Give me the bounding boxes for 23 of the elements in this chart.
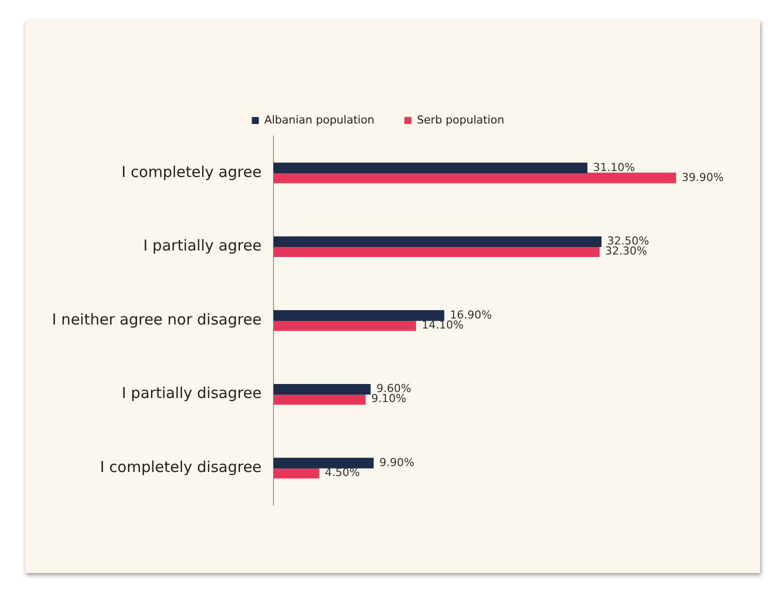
bar	[274, 162, 588, 174]
data-label: 31.10%	[593, 160, 636, 174]
y-tick-label: I partially disagree	[122, 384, 262, 402]
legend-label: Albanian population	[264, 113, 374, 126]
bar	[274, 384, 371, 395]
bar	[274, 246, 600, 258]
data-label: 9.90%	[379, 456, 414, 469]
y-tick-label: I completely agree	[121, 162, 262, 181]
data-label: 9.10%	[371, 392, 406, 406]
y-tick-label: I completely disagree	[100, 458, 262, 476]
bar	[274, 172, 676, 184]
data-label: 32.30%	[605, 244, 648, 258]
data-label: 39.90%	[682, 170, 724, 184]
bar	[274, 458, 374, 468]
y-tick-label: I partially agree	[143, 236, 262, 255]
bar	[274, 468, 320, 478]
data-label: 4.50%	[324, 466, 360, 479]
y-tick-label: I neither agree nor disagree	[52, 310, 262, 328]
bar	[274, 310, 444, 321]
legend-label: Serb population	[416, 113, 504, 126]
bar	[274, 320, 416, 331]
bar	[274, 394, 366, 405]
bar	[274, 236, 602, 248]
